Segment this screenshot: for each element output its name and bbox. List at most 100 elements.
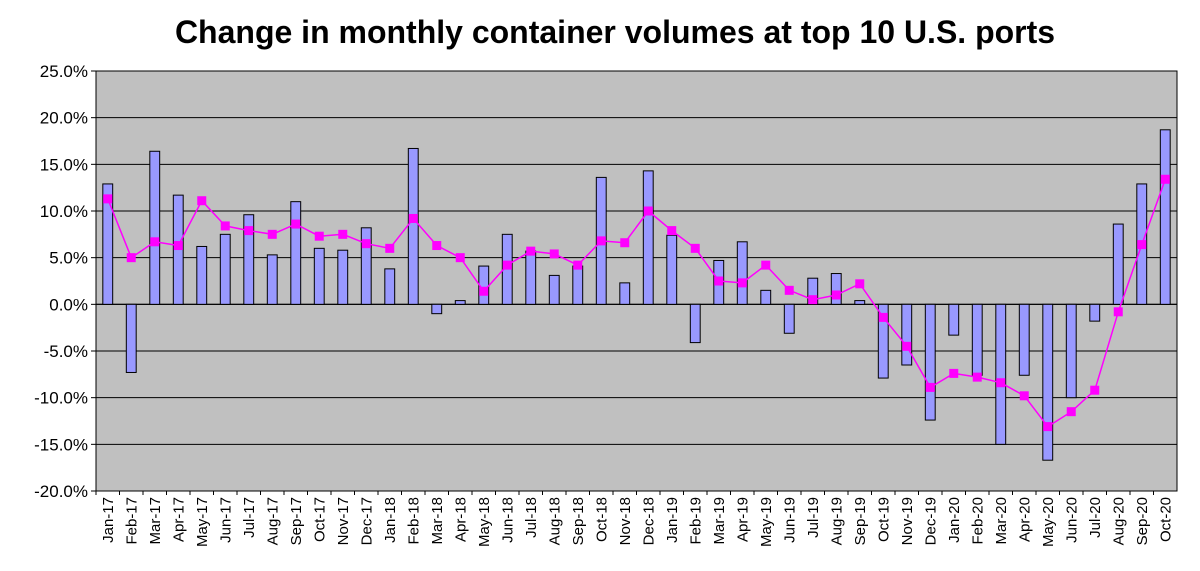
bar xyxy=(525,250,537,305)
line-point xyxy=(737,278,747,288)
line-markers xyxy=(103,174,1170,432)
bar xyxy=(337,249,349,305)
line-point xyxy=(573,260,583,270)
bar xyxy=(431,303,443,315)
bar xyxy=(854,300,866,305)
bar xyxy=(971,303,983,376)
bar xyxy=(290,201,302,305)
line-point xyxy=(831,290,841,300)
x-tick-label: Jun-19 xyxy=(781,497,798,543)
x-tick-label: Sep-20 xyxy=(1134,497,1151,545)
bar xyxy=(243,214,255,305)
x-tick-label: Dec-19 xyxy=(922,497,939,545)
line-point xyxy=(620,238,630,248)
line-point xyxy=(784,285,794,295)
line-point xyxy=(432,241,442,251)
x-tick-label: Feb-17 xyxy=(123,497,140,545)
line-point xyxy=(150,237,160,247)
bar xyxy=(196,245,208,305)
line-point xyxy=(103,194,113,204)
line-point xyxy=(455,253,465,263)
bar xyxy=(125,303,137,373)
x-tick-label: Nov-17 xyxy=(335,497,352,545)
bar xyxy=(1112,223,1124,305)
x-tick-label: Nov-18 xyxy=(617,497,634,545)
bar xyxy=(149,150,161,305)
line-point xyxy=(361,239,371,249)
bar xyxy=(1065,303,1077,399)
x-tick-label: Feb-18 xyxy=(405,497,422,545)
line-point xyxy=(1113,307,1123,317)
x-tick-label: Aug-18 xyxy=(546,497,563,545)
plot-area xyxy=(95,70,1178,492)
bar xyxy=(266,254,278,305)
line-point xyxy=(714,276,724,286)
x-tick-label: Mar-19 xyxy=(711,497,728,545)
x-tick-label: May-19 xyxy=(758,497,775,547)
line-point xyxy=(1160,174,1170,184)
line-point xyxy=(1043,422,1053,432)
x-tick-label: May-17 xyxy=(194,497,211,547)
bar xyxy=(760,289,772,305)
x-tick-label: Jan-20 xyxy=(946,497,963,543)
y-axis-ticks: 25.0% 20.0% 15.0% 10.0% 5.0% 0.0% -5.0% -10.0% -… xyxy=(34,62,96,501)
x-tick-label: Feb-20 xyxy=(969,497,986,545)
x-tick-label: Oct-19 xyxy=(875,497,892,542)
x-tick-label: Dec-18 xyxy=(640,497,657,545)
x-tick-label: Nov-19 xyxy=(899,497,916,545)
bar xyxy=(807,277,819,305)
bar xyxy=(384,268,396,305)
line-point xyxy=(855,279,865,289)
x-tick-label: Sep-18 xyxy=(570,497,587,545)
line-point xyxy=(808,295,818,305)
chart-title: Change in monthly container volumes at t… xyxy=(174,14,1056,50)
bar xyxy=(572,265,584,305)
line-point xyxy=(996,378,1006,388)
bar xyxy=(1018,303,1030,376)
line-point xyxy=(761,260,771,270)
line-point xyxy=(408,213,418,223)
line-point xyxy=(197,196,207,206)
bar xyxy=(642,170,654,305)
x-tick-label: Jul-18 xyxy=(523,497,540,538)
x-tick-label: Aug-19 xyxy=(828,497,845,545)
series-line xyxy=(107,179,1167,428)
line-point xyxy=(1019,391,1029,401)
bar xyxy=(1089,303,1101,322)
x-axis-ticks: Jan-17 Feb-17 Mar-17 Apr-17 May-17 Jun-17 Jul-… xyxy=(95,491,1174,547)
line-point xyxy=(1066,407,1076,417)
line-point xyxy=(878,312,888,322)
line-point xyxy=(244,226,254,236)
line-point xyxy=(1137,240,1147,250)
x-tick-label: Aug-17 xyxy=(264,497,281,545)
y-tick-label: 20.0% xyxy=(40,109,88,128)
bar xyxy=(948,303,960,336)
line-point xyxy=(549,249,559,259)
x-tick-label: Apr-17 xyxy=(170,497,187,542)
bar xyxy=(901,303,913,366)
line-point xyxy=(385,243,395,253)
bar xyxy=(1042,303,1054,461)
x-tick-label: Apr-20 xyxy=(1016,497,1033,542)
bar xyxy=(830,273,842,305)
x-tick-label: Jun-20 xyxy=(1063,497,1080,543)
bar xyxy=(689,303,701,344)
y-tick-label: 0.0% xyxy=(49,295,88,314)
x-tick-label: Sep-19 xyxy=(852,497,869,545)
bar xyxy=(219,233,231,305)
line-point xyxy=(502,260,512,270)
x-tick-label: Mar-20 xyxy=(993,497,1010,545)
line-series xyxy=(107,179,1167,428)
x-tick-label: Mar-18 xyxy=(429,497,446,545)
bar xyxy=(924,303,936,421)
bar xyxy=(102,183,114,305)
y-tick-label: 25.0% xyxy=(40,62,88,81)
line-point xyxy=(338,229,348,239)
y-tick-label: -10.0% xyxy=(34,389,88,408)
x-tick-label: May-18 xyxy=(476,497,493,547)
line-point xyxy=(925,382,935,392)
x-tick-label: Jun-17 xyxy=(217,497,234,543)
line-point xyxy=(126,253,136,263)
x-tick-label: Dec-17 xyxy=(358,497,375,545)
